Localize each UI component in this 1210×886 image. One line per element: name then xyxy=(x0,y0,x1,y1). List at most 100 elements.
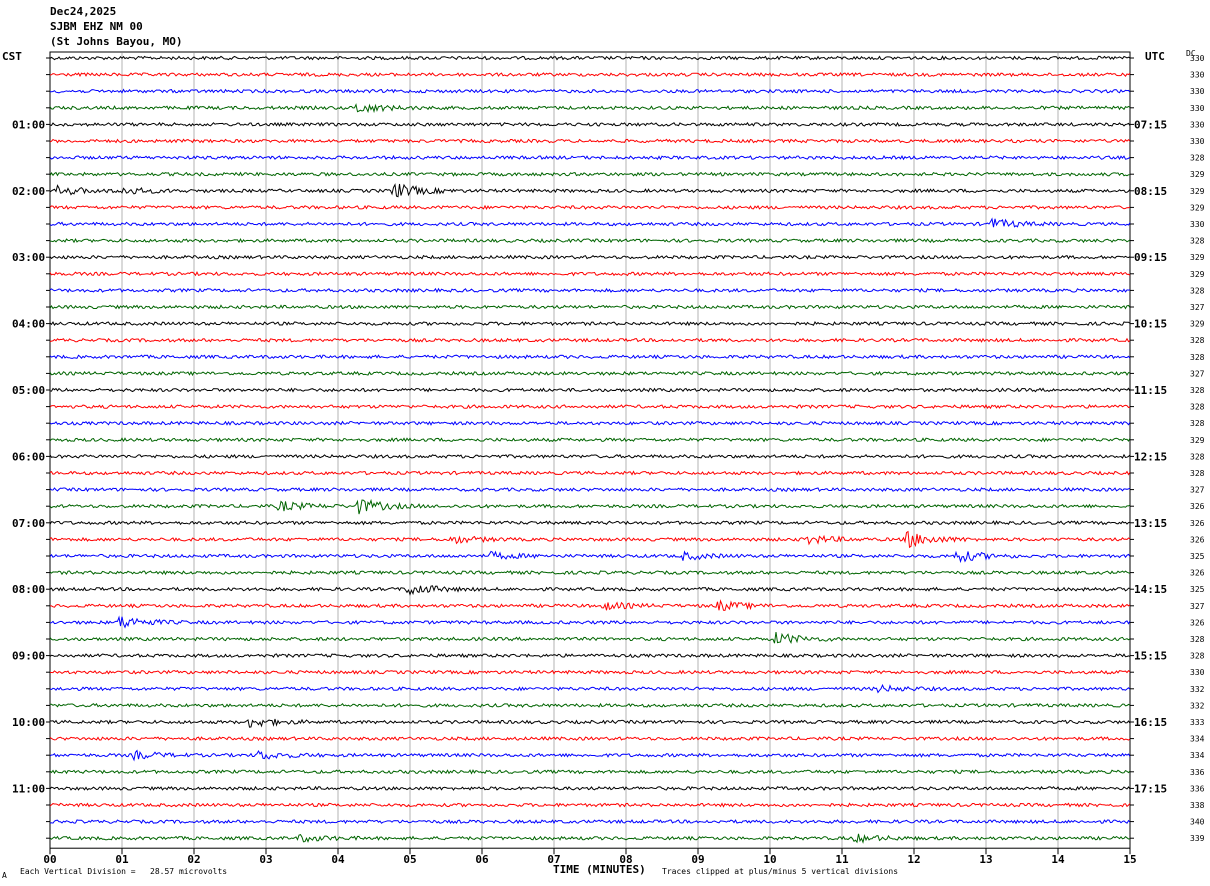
seismic-trace xyxy=(49,749,1131,762)
scale-note: Each Vertical Division = 28.57 microvolt… xyxy=(20,867,228,876)
x-tick-label: 10 xyxy=(763,853,776,866)
seismic-trace xyxy=(49,88,1131,94)
utc-hour-label: 14:15 xyxy=(1134,583,1167,596)
dc-offset-label: 334 xyxy=(1190,751,1205,760)
seismic-trace xyxy=(49,520,1131,526)
seismic-trace xyxy=(49,718,1131,728)
seismic-trace xyxy=(49,204,1131,211)
cst-hour-label: 06:00 xyxy=(12,450,45,463)
dc-offset-label: 329 xyxy=(1190,436,1205,445)
x-tick-label: 00 xyxy=(43,853,56,866)
x-tick-label: 14 xyxy=(1051,853,1065,866)
dc-offset-label: 330 xyxy=(1190,54,1205,63)
seismic-trace xyxy=(50,702,1131,708)
dc-offset-label: 327 xyxy=(1190,303,1205,312)
seismic-trace xyxy=(49,615,1131,629)
seismic-trace xyxy=(49,121,1131,127)
seismic-trace xyxy=(49,183,1131,198)
seismic-trace xyxy=(49,802,1131,808)
left-timezone-label: CST xyxy=(2,50,22,63)
x-tick-label: 15 xyxy=(1123,853,1136,866)
dc-offset-label: 329 xyxy=(1190,320,1205,329)
seismic-trace xyxy=(49,287,1131,294)
seismic-trace xyxy=(49,337,1131,343)
date-label: Dec24,2025 xyxy=(50,5,117,18)
cst-hour-label: 01:00 xyxy=(12,118,45,131)
dc-offset-header: DC xyxy=(1186,49,1196,58)
seismic-trace xyxy=(49,55,1131,61)
seismic-trace xyxy=(49,320,1131,327)
seismic-trace xyxy=(49,498,1131,515)
dc-offset-label: 326 xyxy=(1190,535,1205,544)
x-tick-label: 09 xyxy=(691,853,704,866)
station-label: SJBM EHZ NM 00 xyxy=(50,20,143,33)
x-tick-label: 13 xyxy=(979,853,992,866)
seismic-trace xyxy=(49,404,1131,410)
x-tick-label: 06 xyxy=(475,853,489,866)
seismic-trace xyxy=(49,217,1131,228)
seismic-trace xyxy=(49,785,1131,791)
seismic-trace xyxy=(49,72,1131,78)
seismic-trace xyxy=(49,237,1131,244)
seismic-trace xyxy=(49,354,1131,360)
plot-frame xyxy=(49,51,1131,849)
x-tick-label: 02 xyxy=(187,853,200,866)
dc-offset-label: 328 xyxy=(1190,469,1205,478)
dc-offset-label: 336 xyxy=(1190,784,1205,793)
dc-offset-label: 330 xyxy=(1190,120,1205,129)
dc-offset-label: 332 xyxy=(1190,701,1205,710)
dc-offset-label: 325 xyxy=(1190,552,1205,561)
dc-offset-label: 328 xyxy=(1190,386,1205,395)
seismic-trace xyxy=(49,254,1131,260)
dc-offset-label: 330 xyxy=(1190,71,1205,80)
cst-hour-label: 05:00 xyxy=(12,384,45,397)
right-timezone-label: UTC xyxy=(1145,50,1165,63)
seismic-trace xyxy=(49,103,1131,114)
dc-offset-label: 326 xyxy=(1190,519,1205,528)
seismic-trace xyxy=(49,530,1131,549)
utc-hour-label: 13:15 xyxy=(1134,517,1167,530)
cst-hour-label: 07:00 xyxy=(12,517,45,530)
seismic-trace xyxy=(49,138,1131,144)
dc-offset-label: 338 xyxy=(1190,801,1205,810)
utc-hour-label: 17:15 xyxy=(1134,782,1167,795)
seismic-trace xyxy=(49,550,1131,564)
dc-offset-label: 328 xyxy=(1190,237,1205,246)
seismic-trace xyxy=(49,271,1131,277)
dc-offset-label: 334 xyxy=(1190,735,1205,744)
cst-hour-label: 09:00 xyxy=(12,650,45,663)
dc-offset-label: 330 xyxy=(1190,137,1205,146)
dc-offset-label: 326 xyxy=(1190,502,1205,511)
seismic-trace xyxy=(49,653,1131,659)
dc-offset-label: 330 xyxy=(1190,104,1205,113)
dc-offset-label: 336 xyxy=(1190,768,1205,777)
clip-note: Traces clipped at plus/minus 5 vertical … xyxy=(662,867,899,876)
dc-offset-label: 340 xyxy=(1190,818,1205,827)
dc-offset-label: 329 xyxy=(1190,187,1205,196)
dc-offset-label: 332 xyxy=(1190,685,1205,694)
seismic-trace xyxy=(49,387,1131,393)
seismic-trace xyxy=(49,171,1131,177)
seismic-trace xyxy=(49,833,1131,844)
utc-hour-label: 12:15 xyxy=(1134,450,1167,463)
seismic-trace xyxy=(49,819,1131,825)
seismic-trace xyxy=(49,569,1131,576)
utc-hour-label: 15:15 xyxy=(1134,650,1167,663)
dc-offset-label: 329 xyxy=(1190,170,1205,179)
seismic-trace xyxy=(49,486,1131,493)
seismic-trace xyxy=(49,470,1131,476)
seismic-trace xyxy=(50,599,1131,611)
dc-offset-label: 326 xyxy=(1190,618,1205,627)
location-label: (St Johns Bayou, MO) xyxy=(50,35,183,48)
dc-offset-label: 328 xyxy=(1190,286,1205,295)
utc-hour-label: 10:15 xyxy=(1134,318,1167,331)
dc-offset-label: 328 xyxy=(1190,419,1205,428)
x-tick-label: 03 xyxy=(259,853,272,866)
cst-hour-label: 03:00 xyxy=(12,251,45,264)
x-tick-label: 07 xyxy=(547,853,560,866)
seismic-trace xyxy=(49,683,1131,694)
cst-hour-label: 08:00 xyxy=(12,583,45,596)
x-tick-label: 04 xyxy=(331,853,345,866)
dc-offset-label: 326 xyxy=(1190,569,1205,578)
dc-offset-label: 328 xyxy=(1190,403,1205,412)
